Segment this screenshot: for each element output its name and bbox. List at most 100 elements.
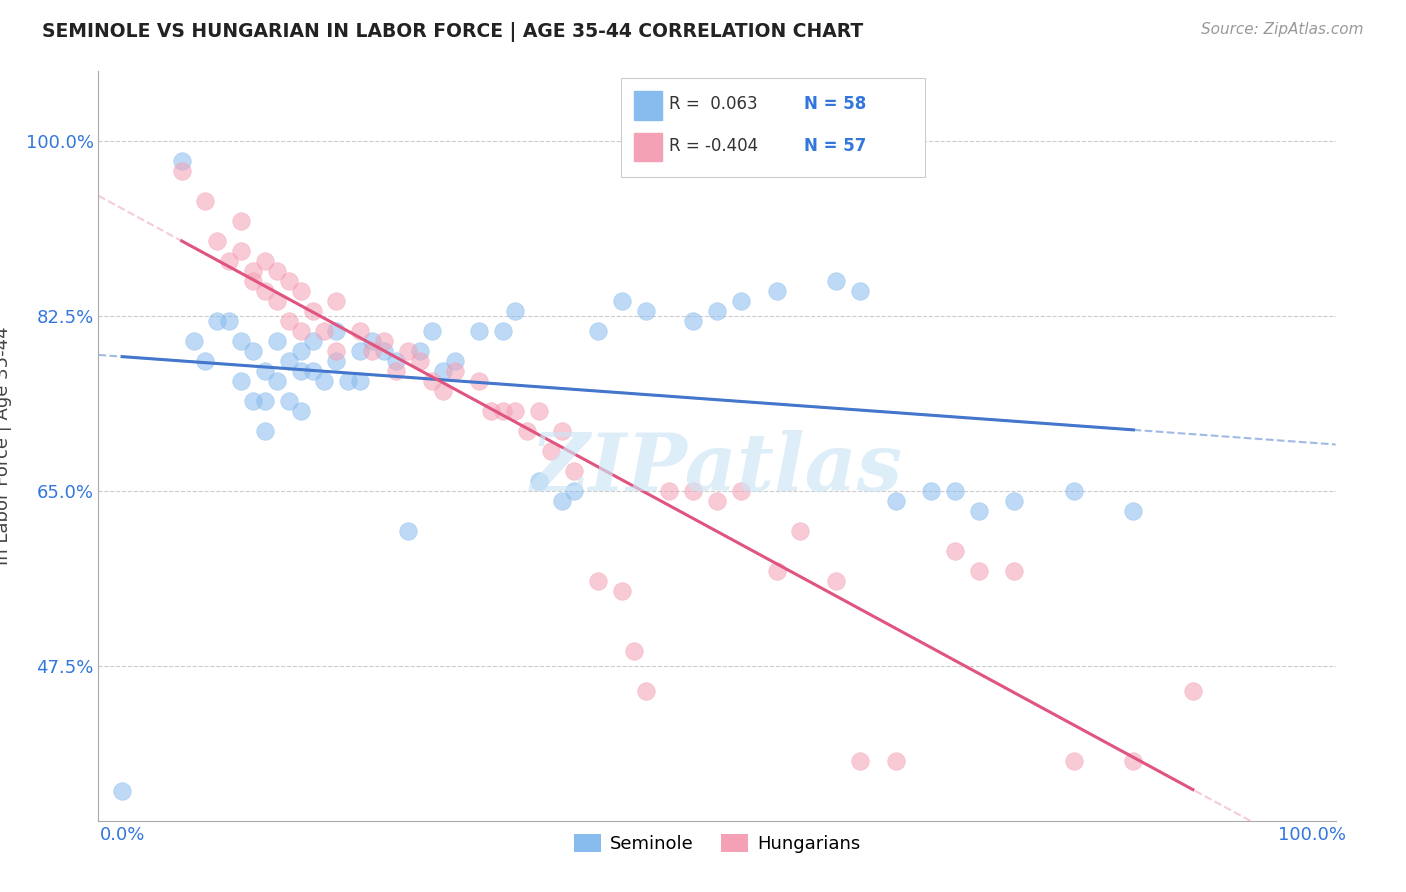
Point bbox=[231, 334, 253, 348]
Point bbox=[658, 483, 681, 498]
Text: ZIPatlas: ZIPatlas bbox=[531, 430, 903, 508]
Point bbox=[1122, 504, 1144, 518]
Point bbox=[943, 483, 966, 498]
Point bbox=[444, 354, 467, 368]
Point bbox=[706, 304, 728, 318]
Point bbox=[551, 424, 574, 438]
Point bbox=[194, 194, 217, 209]
Point bbox=[1004, 564, 1026, 578]
Point bbox=[730, 294, 752, 309]
Point bbox=[349, 374, 371, 388]
Point bbox=[242, 264, 264, 278]
Point bbox=[385, 354, 408, 368]
Point bbox=[551, 494, 574, 508]
Point bbox=[266, 374, 288, 388]
Point bbox=[765, 284, 787, 298]
Point bbox=[682, 483, 704, 498]
Point bbox=[540, 444, 562, 458]
Point bbox=[253, 424, 276, 438]
Point bbox=[967, 504, 990, 518]
Legend: Seminole, Hungarians: Seminole, Hungarians bbox=[567, 827, 868, 860]
Point bbox=[825, 574, 848, 588]
Point bbox=[337, 374, 360, 388]
Point bbox=[301, 304, 323, 318]
Point bbox=[610, 583, 633, 598]
Point bbox=[420, 374, 443, 388]
Point bbox=[492, 404, 515, 418]
Point bbox=[314, 324, 336, 338]
Point bbox=[361, 334, 384, 348]
Point bbox=[1004, 494, 1026, 508]
Text: Source: ZipAtlas.com: Source: ZipAtlas.com bbox=[1201, 22, 1364, 37]
Point bbox=[170, 164, 193, 178]
Point bbox=[516, 424, 538, 438]
Point bbox=[634, 304, 657, 318]
Point bbox=[408, 354, 430, 368]
Point bbox=[277, 274, 299, 288]
Point bbox=[623, 644, 645, 658]
Point bbox=[207, 234, 229, 248]
Point bbox=[634, 683, 657, 698]
Point bbox=[290, 284, 312, 298]
Point bbox=[432, 364, 454, 378]
Point bbox=[396, 344, 419, 359]
Point bbox=[884, 754, 907, 768]
Point bbox=[266, 334, 288, 348]
Point bbox=[884, 494, 907, 508]
Point bbox=[730, 483, 752, 498]
Point bbox=[218, 314, 240, 328]
Point bbox=[253, 364, 276, 378]
Point bbox=[361, 344, 384, 359]
Point bbox=[849, 754, 872, 768]
Point bbox=[420, 324, 443, 338]
Y-axis label: In Labor Force | Age 35-44: In Labor Force | Age 35-44 bbox=[0, 326, 11, 566]
Point bbox=[253, 394, 276, 409]
Point bbox=[349, 324, 371, 338]
Point bbox=[253, 254, 276, 268]
Point bbox=[242, 344, 264, 359]
Point bbox=[432, 384, 454, 398]
Point bbox=[266, 294, 288, 309]
Point bbox=[325, 294, 347, 309]
Point bbox=[253, 284, 276, 298]
Point bbox=[943, 544, 966, 558]
Point bbox=[325, 354, 347, 368]
Point bbox=[610, 294, 633, 309]
Point bbox=[706, 494, 728, 508]
Point bbox=[1063, 483, 1085, 498]
Point bbox=[920, 483, 942, 498]
Text: N = 57: N = 57 bbox=[804, 137, 866, 155]
Point bbox=[183, 334, 205, 348]
Point bbox=[562, 483, 585, 498]
Point bbox=[849, 284, 872, 298]
Point bbox=[349, 344, 371, 359]
Point bbox=[492, 324, 515, 338]
Point bbox=[266, 264, 288, 278]
Point bbox=[290, 324, 312, 338]
Point bbox=[682, 314, 704, 328]
Text: SEMINOLE VS HUNGARIAN IN LABOR FORCE | AGE 35-44 CORRELATION CHART: SEMINOLE VS HUNGARIAN IN LABOR FORCE | A… bbox=[42, 22, 863, 42]
Point bbox=[373, 334, 395, 348]
Point bbox=[408, 344, 430, 359]
Point bbox=[314, 374, 336, 388]
Point bbox=[242, 274, 264, 288]
Point bbox=[207, 314, 229, 328]
Point bbox=[277, 394, 299, 409]
Point bbox=[586, 324, 609, 338]
Point bbox=[325, 324, 347, 338]
Point bbox=[789, 524, 811, 538]
Point bbox=[479, 404, 502, 418]
Point bbox=[231, 214, 253, 228]
Point bbox=[290, 364, 312, 378]
Point bbox=[396, 524, 419, 538]
Point bbox=[231, 374, 253, 388]
Text: N = 58: N = 58 bbox=[804, 95, 866, 113]
Point bbox=[242, 394, 264, 409]
Point bbox=[218, 254, 240, 268]
Point bbox=[301, 334, 323, 348]
Point bbox=[290, 404, 312, 418]
Point bbox=[301, 364, 323, 378]
Point bbox=[194, 354, 217, 368]
Point bbox=[765, 564, 787, 578]
Point bbox=[468, 374, 491, 388]
